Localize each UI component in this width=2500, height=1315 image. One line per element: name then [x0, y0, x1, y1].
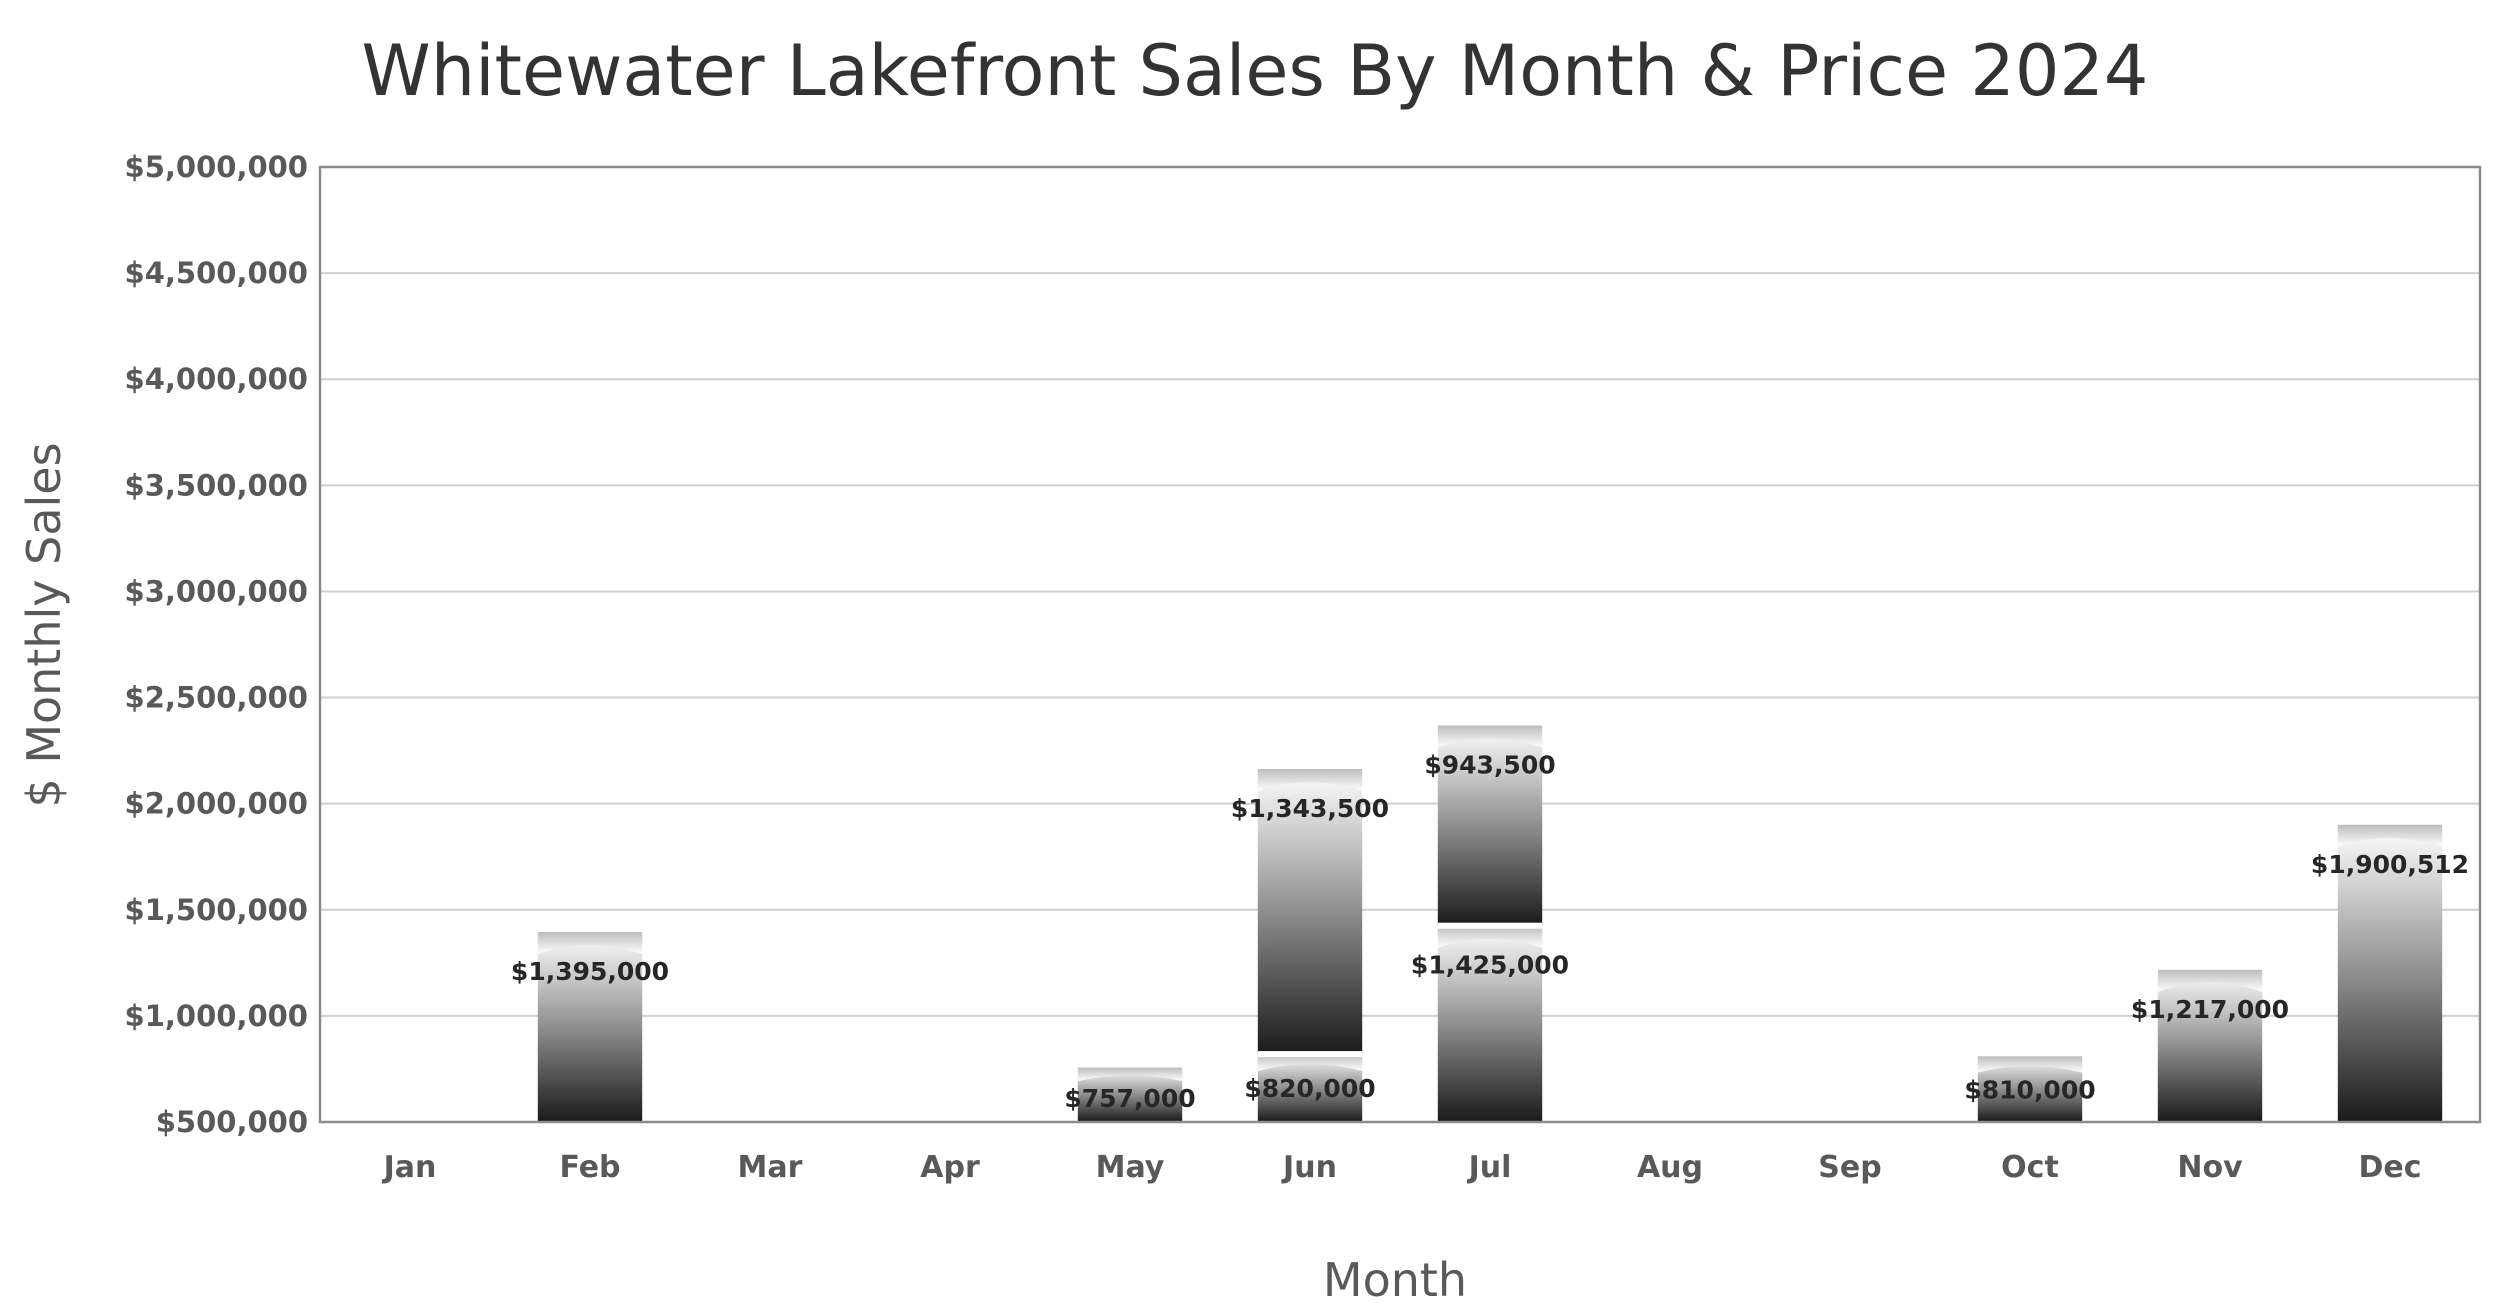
- x-tick-label-jul: Jul: [1467, 1150, 1512, 1185]
- bar-nov-1-cap: [2157, 969, 2263, 992]
- bar-feb-1: [537, 932, 643, 1122]
- x-axis-title: Month: [1323, 1253, 1467, 1307]
- bar-jul-2: [1437, 725, 1543, 926]
- plot-area-frame: [318, 165, 2482, 1124]
- data-label-jun-2: $1,343,500: [1231, 794, 1389, 823]
- data-label-jul-1: $1,425,000: [1411, 951, 1569, 980]
- gridlines: [320, 272, 2480, 1017]
- y-tick-label: $3,000,000: [125, 574, 308, 608]
- data-label-feb-1: $1,395,000: [511, 957, 669, 986]
- data-label-dec-1: $1,900,512: [2311, 850, 2469, 879]
- x-tick-label-feb: Feb: [559, 1150, 620, 1185]
- data-label-jun-1: $820,000: [1244, 1074, 1375, 1103]
- data-label-may-1: $757,000: [1064, 1084, 1195, 1113]
- y-axis-title: $ Monthly Sales: [17, 442, 71, 807]
- bar-jul-1: [1437, 925, 1543, 1122]
- x-tick-label-nov: Nov: [2177, 1150, 2243, 1185]
- y-tick-label: $1,000,000: [125, 999, 308, 1033]
- x-tick-label-mar: Mar: [738, 1150, 803, 1185]
- x-tick-label-dec: Dec: [2358, 1150, 2421, 1185]
- bar-jun-1-cap: [1257, 1054, 1363, 1072]
- bar-nov-1: [2157, 969, 2263, 1122]
- bar-dec-1: [2337, 824, 2443, 1122]
- y-axis-ticks: $500,000 $1,000,000 $1,500,000 $2,000,000 $2…: [125, 150, 308, 1139]
- x-tick-label-oct: Oct: [2001, 1150, 2059, 1185]
- y-tick-label: $5,000,000: [125, 150, 308, 184]
- bar-jul-2-separator: [1437, 922, 1543, 929]
- x-tick-label-sep: Sep: [1818, 1150, 1881, 1185]
- chart-title: Whitewater Lakefront Sales By Month & Pr…: [362, 30, 2149, 112]
- data-label-oct-1: $810,000: [1964, 1076, 2095, 1105]
- y-tick-label: $1,500,000: [125, 893, 308, 927]
- bar-jul-1-cap: [1437, 925, 1543, 948]
- bars: [537, 725, 2443, 1122]
- bar-may-1-cap: [1077, 1067, 1183, 1082]
- x-axis-ticks: Jan Feb Mar Apr May Jun Jul Aug Sep Oct Nov Dec: [382, 1150, 2422, 1185]
- bar-dec-1-cap: [2337, 824, 2443, 847]
- y-tick-label: $4,000,000: [125, 362, 308, 396]
- x-tick-label-jun: Jun: [1281, 1150, 1337, 1185]
- bar-feb-1-cap: [537, 932, 643, 955]
- bar-jun-2-separator: [1257, 1051, 1363, 1058]
- data-label-jul-2: $943,500: [1424, 750, 1555, 779]
- y-tick-label: $2,000,000: [125, 787, 308, 821]
- data-labels: $1,395,000 $757,000 $820,000 $1,343,500 $1,4…: [511, 750, 2469, 1113]
- x-tick-label-aug: Aug: [1637, 1150, 1703, 1185]
- bar-jun-2-cap: [1257, 768, 1363, 791]
- x-tick-label-apr: Apr: [920, 1150, 980, 1185]
- x-tick-label-may: May: [1096, 1150, 1165, 1185]
- bar-jun-2: [1257, 768, 1363, 1055]
- bar-jul-2-cap: [1437, 725, 1543, 748]
- x-tick-label-jan: Jan: [382, 1150, 437, 1185]
- bar-oct-1-cap: [1977, 1056, 2083, 1073]
- y-tick-label: $4,500,000: [125, 256, 308, 290]
- y-tick-label: $500,000: [156, 1105, 308, 1139]
- y-tick-label: $2,500,000: [125, 681, 308, 715]
- y-tick-label: $3,500,000: [125, 468, 308, 502]
- data-label-nov-1: $1,217,000: [2131, 995, 2289, 1024]
